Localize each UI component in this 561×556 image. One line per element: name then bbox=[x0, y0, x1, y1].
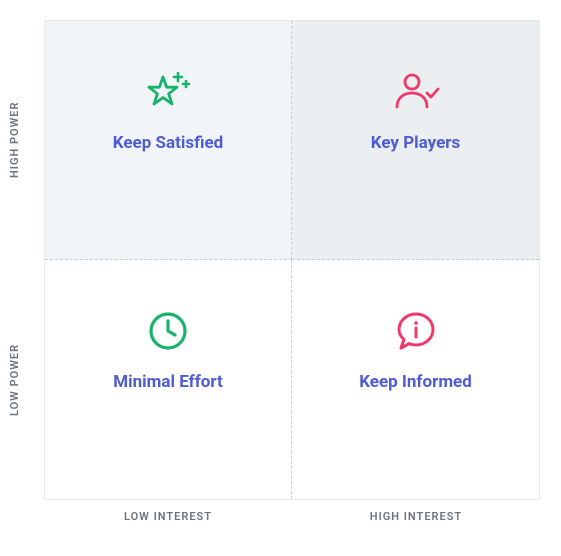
quadrant-label: Keep Satisfied bbox=[113, 133, 223, 153]
quadrant-key-players: Key Players bbox=[292, 21, 539, 260]
quadrant-label: Key Players bbox=[371, 133, 460, 153]
quadrant-minimal-effort: Minimal Effort bbox=[45, 260, 292, 499]
x-axis-label-low-interest: LOW INTEREST bbox=[44, 510, 292, 523]
y-axis-label-low-power: LOW POWER bbox=[8, 260, 24, 500]
user-check-icon bbox=[391, 69, 441, 115]
clock-icon bbox=[146, 308, 190, 354]
x-axis-labels: LOW INTEREST HIGH INTEREST bbox=[44, 510, 540, 523]
quadrant-grid: Keep Satisfied Key Players Minimal Ef bbox=[44, 20, 540, 500]
quadrant-label: Minimal Effort bbox=[113, 372, 223, 392]
quadrant-keep-informed: Keep Informed bbox=[292, 260, 539, 499]
x-axis-label-high-interest: HIGH INTEREST bbox=[292, 510, 540, 523]
info-speech-icon bbox=[394, 308, 438, 354]
quadrant-keep-satisfied: Keep Satisfied bbox=[45, 21, 292, 260]
y-axis-label-high-power: HIGH POWER bbox=[8, 20, 24, 260]
star-sparkle-icon bbox=[143, 69, 193, 115]
stakeholder-matrix: HIGH POWER LOW POWER Keep Satisfied bbox=[0, 0, 561, 556]
quadrant-label: Keep Informed bbox=[359, 372, 472, 392]
